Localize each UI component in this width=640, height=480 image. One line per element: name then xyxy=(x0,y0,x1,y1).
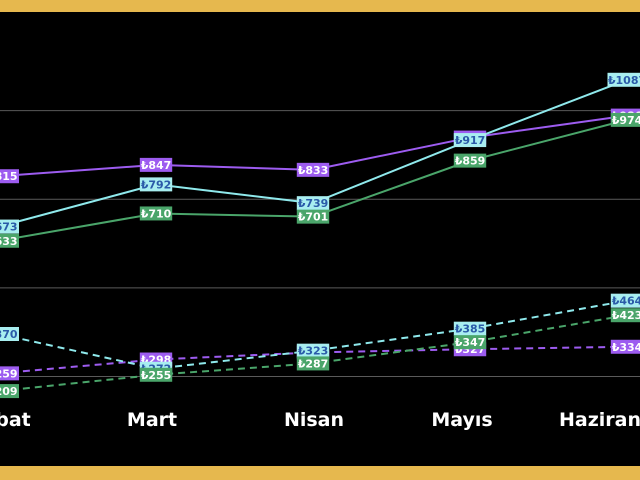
data-label-box xyxy=(296,343,330,358)
data-label-box xyxy=(139,177,173,192)
x-tick-label: bat xyxy=(0,409,31,431)
data-label-text: 209 xyxy=(0,385,18,398)
data-label: ₺464 xyxy=(610,293,640,308)
data-label: ₺423 xyxy=(610,308,640,323)
data-label-box xyxy=(139,367,173,382)
data-label: 259 xyxy=(0,366,19,381)
data-label-box xyxy=(0,327,19,341)
data-label-text: ₺1087 xyxy=(608,74,640,87)
data-label-box xyxy=(296,356,330,371)
x-tick-label: Haziran xyxy=(559,409,640,431)
x-tick-label: Mart xyxy=(127,409,177,431)
data-label-box xyxy=(610,293,640,308)
data-label-text: ₺323 xyxy=(298,345,329,358)
data-label: ₺287 xyxy=(296,356,330,371)
data-label: 209 xyxy=(0,384,19,399)
data-label: ₺334 xyxy=(610,339,640,354)
data-label-text: ₺464 xyxy=(612,295,640,308)
data-label: ₺847 xyxy=(139,157,173,172)
data-label-text: ₺974 xyxy=(612,114,640,127)
data-label: 633 xyxy=(0,233,19,248)
data-label: 815 xyxy=(0,169,19,184)
data-label: ₺323 xyxy=(296,343,330,358)
data-label: 370 xyxy=(0,327,19,341)
data-label: ₺1087 xyxy=(607,72,640,87)
data-label-text: ₺385 xyxy=(455,323,486,336)
data-label-text: 673 xyxy=(0,221,18,234)
data-label-box xyxy=(0,233,19,248)
data-label-text: 633 xyxy=(0,235,18,248)
data-label: ₺859 xyxy=(453,153,487,168)
data-label-box xyxy=(453,321,487,336)
data-label-text: ₺347 xyxy=(455,336,486,349)
line-chart: 815₺847₺833₺924₺986673₺792₺739₺917₺10876… xyxy=(0,72,640,431)
data-label-box xyxy=(0,219,19,234)
data-label: ₺974 xyxy=(610,112,640,127)
data-label-box xyxy=(610,112,640,127)
data-label-box xyxy=(610,308,640,323)
data-label-text: ₺847 xyxy=(141,159,172,172)
data-label-text: ₺334 xyxy=(612,341,640,354)
data-label: ₺917 xyxy=(453,133,487,148)
x-axis-ticks: bat Mart Nisan Mayıs Haziran xyxy=(0,409,640,431)
data-label: ₺255 xyxy=(139,367,173,382)
series-line-1 xyxy=(0,78,640,228)
data-label-text: ₺423 xyxy=(612,309,640,322)
series-line-4 xyxy=(0,297,640,370)
data-label-text: 370 xyxy=(0,328,18,341)
data-label: ₺739 xyxy=(296,196,330,211)
series-line-2 xyxy=(0,116,640,242)
data-label-box xyxy=(296,209,330,224)
data-label-box xyxy=(0,169,19,184)
data-label-text: ₺833 xyxy=(298,164,329,177)
x-tick-label: Nisan xyxy=(284,409,344,431)
data-label-text: 815 xyxy=(0,170,18,183)
data-label-box xyxy=(296,196,330,211)
data-label-text: ₺739 xyxy=(298,197,329,210)
data-label-text: ₺287 xyxy=(298,357,329,370)
series-lines xyxy=(0,78,640,392)
data-label-text: ₺710 xyxy=(141,207,172,220)
data-label-text: ₺255 xyxy=(141,369,172,382)
data-label-box xyxy=(0,384,19,399)
data-label-text: ₺917 xyxy=(455,134,486,147)
series-line-0 xyxy=(0,110,640,178)
data-label-text: ₺701 xyxy=(298,211,329,224)
data-label-box xyxy=(0,366,19,381)
data-label-text: ₺792 xyxy=(141,178,172,191)
data-label-box xyxy=(296,162,330,177)
data-label: ₺833 xyxy=(296,162,330,177)
data-label-box xyxy=(607,72,640,87)
data-label: ₺701 xyxy=(296,209,330,224)
data-label-text: 259 xyxy=(0,367,18,380)
data-label: ₺792 xyxy=(139,177,173,192)
data-label: 673 xyxy=(0,219,19,234)
data-label-box xyxy=(453,153,487,168)
chart-frame: 815₺847₺833₺924₺986673₺792₺739₺917₺10876… xyxy=(0,12,640,466)
data-label-box xyxy=(139,206,173,221)
grid-lines xyxy=(0,110,640,378)
data-label-box xyxy=(139,157,173,172)
data-labels: 815₺847₺833₺924₺986673₺792₺739₺917₺10876… xyxy=(0,72,640,399)
data-label-text: ₺859 xyxy=(455,155,486,168)
data-label-box xyxy=(610,339,640,354)
data-label-box xyxy=(453,335,487,350)
data-label: ₺347 xyxy=(453,335,487,350)
data-label-box xyxy=(453,133,487,148)
x-tick-label: Mayıs xyxy=(431,409,492,431)
data-label: ₺385 xyxy=(453,321,487,336)
data-label: ₺710 xyxy=(139,206,173,221)
